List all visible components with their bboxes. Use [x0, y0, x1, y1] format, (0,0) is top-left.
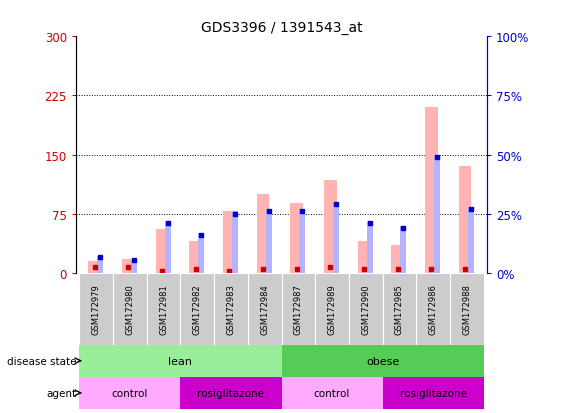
Bar — [88, 261, 101, 273]
Bar — [214, 273, 248, 345]
Bar — [358, 242, 370, 273]
Bar — [391, 246, 404, 273]
Bar — [198, 233, 204, 273]
Bar — [434, 155, 440, 273]
Bar — [248, 273, 282, 345]
Text: agent: agent — [47, 388, 77, 398]
Bar — [79, 273, 113, 345]
Bar — [189, 242, 202, 273]
Text: rosiglitazone: rosiglitazone — [198, 388, 265, 398]
Bar — [315, 273, 349, 345]
Text: obese: obese — [366, 356, 399, 366]
Bar — [180, 377, 282, 409]
Text: GSM172990: GSM172990 — [361, 284, 370, 334]
Text: GSM172987: GSM172987 — [294, 284, 303, 335]
Bar — [97, 256, 103, 273]
Text: rosiglitazone: rosiglitazone — [400, 388, 467, 398]
Bar — [383, 273, 416, 345]
Text: lean: lean — [168, 356, 193, 366]
Bar — [223, 212, 236, 273]
Bar — [367, 221, 373, 273]
Bar — [416, 273, 450, 345]
Bar — [180, 273, 214, 345]
Text: GSM172985: GSM172985 — [395, 284, 404, 334]
Bar — [459, 167, 471, 273]
Bar — [147, 273, 180, 345]
Text: GSM172983: GSM172983 — [226, 284, 235, 335]
Bar — [79, 377, 180, 409]
Bar — [122, 259, 135, 273]
Bar — [266, 209, 272, 273]
Bar — [282, 345, 484, 377]
Bar — [300, 209, 305, 273]
Text: GSM172981: GSM172981 — [159, 284, 168, 334]
Bar — [425, 108, 438, 273]
Bar — [349, 273, 383, 345]
Bar — [113, 273, 147, 345]
Text: GSM172982: GSM172982 — [193, 284, 202, 334]
Bar — [164, 221, 171, 273]
Bar — [400, 226, 406, 273]
Bar — [131, 259, 137, 273]
Bar — [468, 207, 474, 273]
Bar — [333, 202, 339, 273]
Text: GSM172980: GSM172980 — [126, 284, 135, 334]
Text: GSM172986: GSM172986 — [428, 284, 437, 335]
Bar — [282, 377, 383, 409]
Bar — [257, 195, 269, 273]
Text: GSM172988: GSM172988 — [462, 284, 471, 335]
Text: GSM172979: GSM172979 — [92, 284, 101, 334]
Bar — [155, 230, 168, 273]
Bar — [232, 212, 238, 273]
Text: GSM172984: GSM172984 — [260, 284, 269, 334]
Bar — [450, 273, 484, 345]
Text: control: control — [111, 388, 148, 398]
Bar — [79, 345, 282, 377]
Bar — [324, 180, 337, 273]
Text: disease state: disease state — [7, 356, 77, 366]
Bar — [383, 377, 484, 409]
Bar — [291, 204, 303, 273]
Title: GDS3396 / 1391543_at: GDS3396 / 1391543_at — [200, 21, 363, 35]
Text: control: control — [314, 388, 350, 398]
Bar — [282, 273, 315, 345]
Text: GSM172989: GSM172989 — [328, 284, 337, 334]
